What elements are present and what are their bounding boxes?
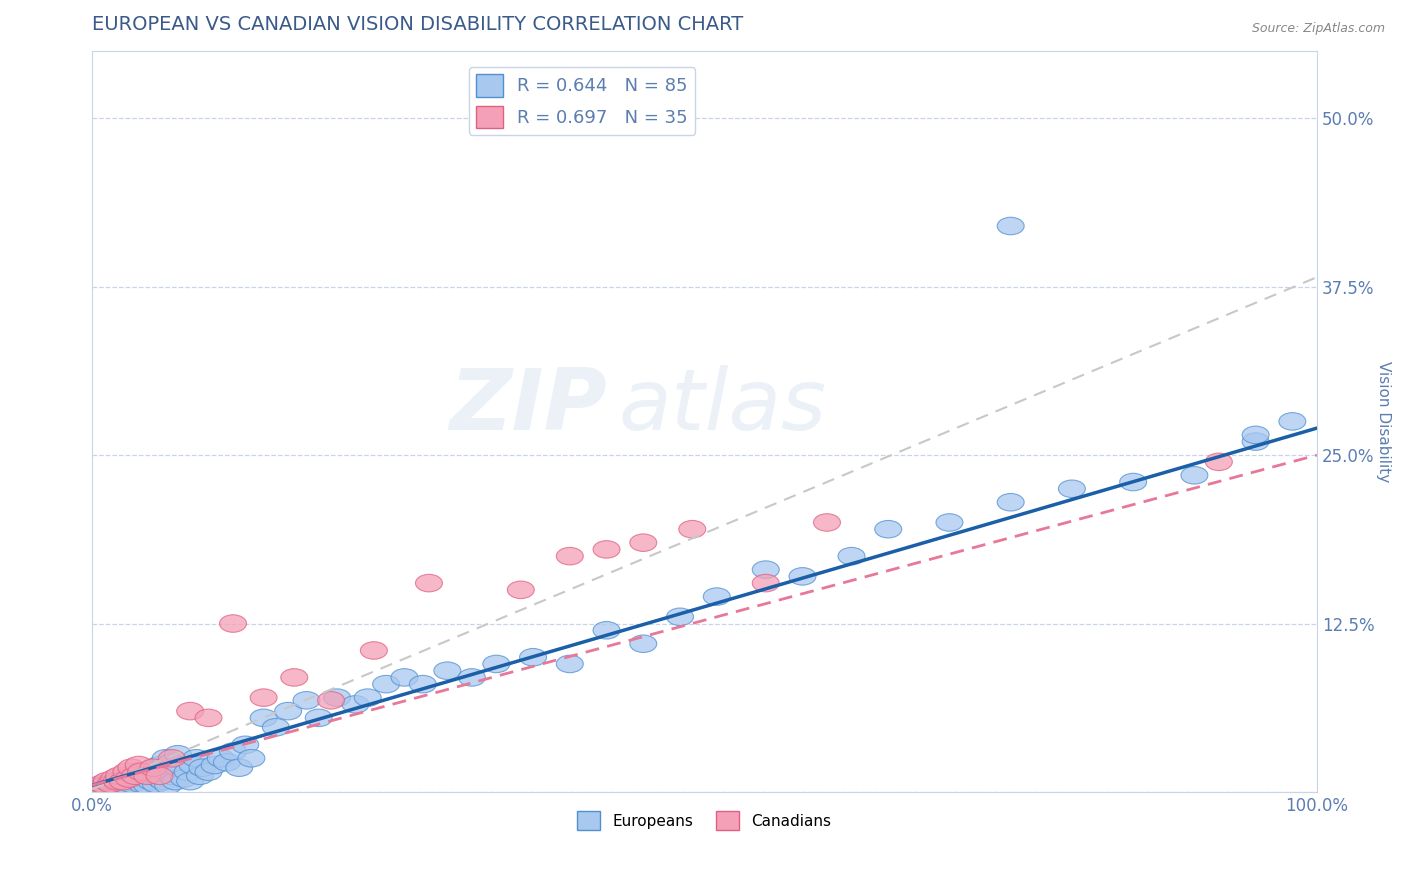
Text: ZIP: ZIP: [449, 365, 606, 448]
Y-axis label: Vision Disability: Vision Disability: [1376, 360, 1391, 482]
Legend: Europeans, Canadians: Europeans, Canadians: [571, 805, 838, 836]
Text: atlas: atlas: [619, 365, 827, 448]
Text: EUROPEAN VS CANADIAN VISION DISABILITY CORRELATION CHART: EUROPEAN VS CANADIAN VISION DISABILITY C…: [93, 15, 744, 34]
Text: Source: ZipAtlas.com: Source: ZipAtlas.com: [1251, 22, 1385, 36]
